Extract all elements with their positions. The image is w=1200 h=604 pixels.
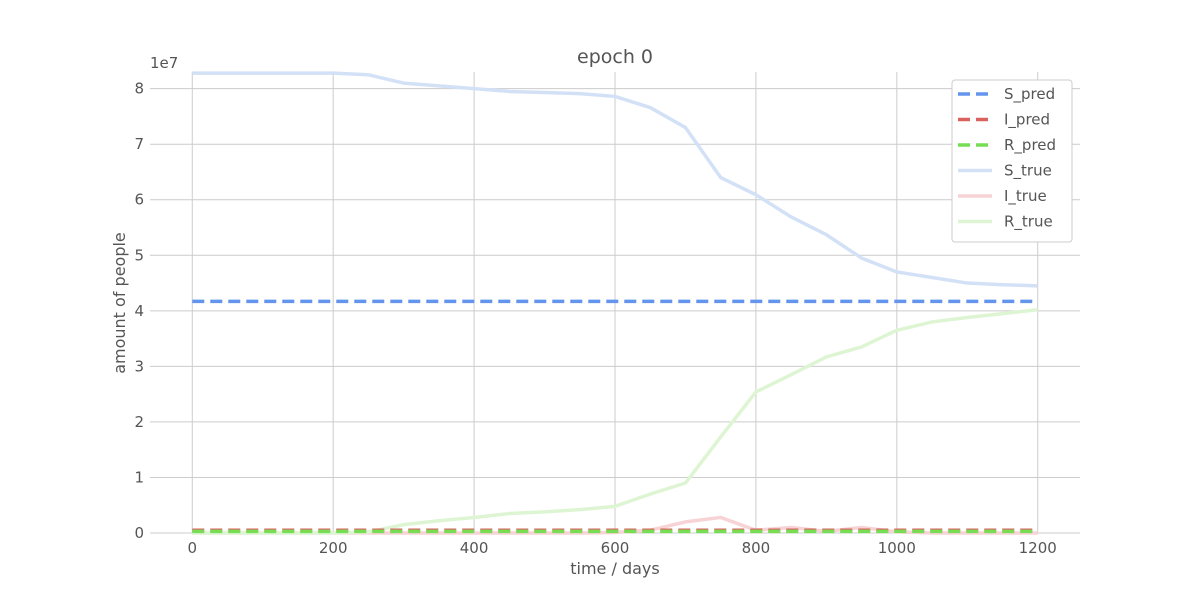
x-tick-label: 600	[601, 539, 630, 557]
y-tick-label: 1	[134, 468, 144, 486]
legend-label: S_true	[1004, 162, 1052, 181]
x-axis-label: time / days	[570, 559, 659, 578]
legend: S_pred I_pred R_pred S_true I_true R_true	[951, 79, 1073, 243]
x-tick-label: 0	[187, 539, 197, 557]
x-tick-label: 1000	[878, 539, 916, 557]
y-axis-label: amount of people	[110, 232, 129, 374]
legend-label: I_true	[1004, 187, 1047, 206]
y-tick-label: 3	[134, 357, 144, 375]
y-tick-label: 4	[134, 302, 144, 320]
chart-title: epoch 0	[577, 46, 653, 68]
series-line	[192, 71, 1038, 288]
x-tick-label: 200	[319, 539, 348, 557]
legend-label: S_pred	[1004, 85, 1055, 104]
series-line	[192, 307, 1038, 535]
x-tick-label: 1200	[1019, 539, 1057, 557]
legend-label: R_true	[1004, 213, 1053, 232]
y-tick-label: 5	[134, 246, 144, 264]
legend-label: I_pred	[1004, 111, 1050, 130]
x-tick-label: 400	[460, 539, 489, 557]
legend-label: R_pred	[1004, 136, 1056, 155]
y-tick-label: 7	[134, 135, 144, 153]
y-tick-label: 0	[134, 524, 144, 542]
y-tick-label: 2	[134, 413, 144, 431]
y-tick-label: 6	[134, 191, 144, 209]
y-tick-label: 8	[134, 80, 144, 98]
y-offset-label: 1e7	[150, 54, 178, 72]
x-tick-label: 800	[742, 539, 771, 557]
